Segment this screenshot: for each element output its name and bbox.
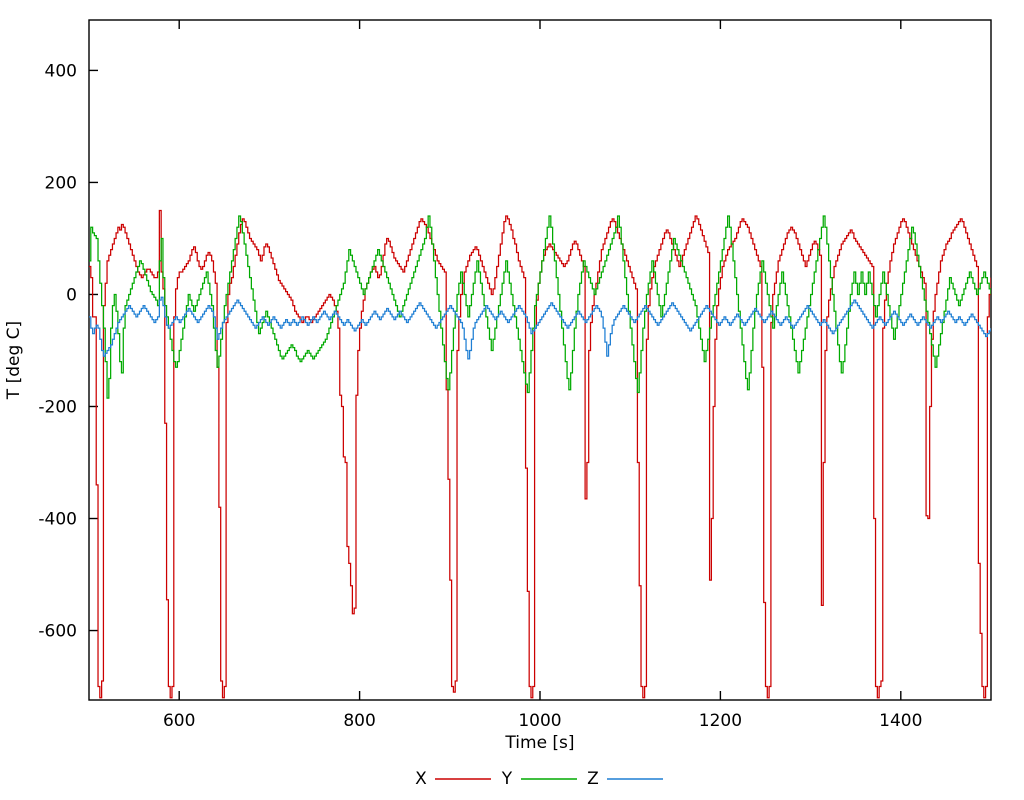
x-tick-label: 1400 [879, 711, 922, 731]
y-tick-label: -200 [38, 397, 77, 417]
x-tick-label: 800 [343, 711, 375, 731]
y-tick-label: -600 [38, 622, 77, 642]
y-tick-label: -400 [38, 510, 77, 530]
x-axis-title: Time [s] [504, 733, 574, 753]
legend-label-z: Z [587, 769, 599, 789]
x-tick-label: 1000 [518, 711, 561, 731]
y-axis-ticks: 400 200 0 -200 -400 -600 [38, 61, 98, 642]
chart-legend: X Y Z [415, 769, 663, 789]
series-line-z [89, 296, 991, 360]
y-tick-label: 200 [45, 173, 77, 193]
y-tick-label: 400 [45, 61, 77, 81]
x-tick-label: 600 [163, 711, 195, 731]
y-tick-label: 0 [66, 285, 77, 305]
series-line-y [89, 215, 991, 399]
x-tick-label: 1200 [699, 711, 742, 731]
x-axis-ticks: 600 800 1000 1200 1400 [163, 20, 922, 731]
series-group [89, 209, 991, 699]
y-axis-title: T [deg C] [4, 321, 24, 400]
legend-label-y: Y [501, 769, 513, 789]
legend-label-x: X [415, 769, 427, 789]
